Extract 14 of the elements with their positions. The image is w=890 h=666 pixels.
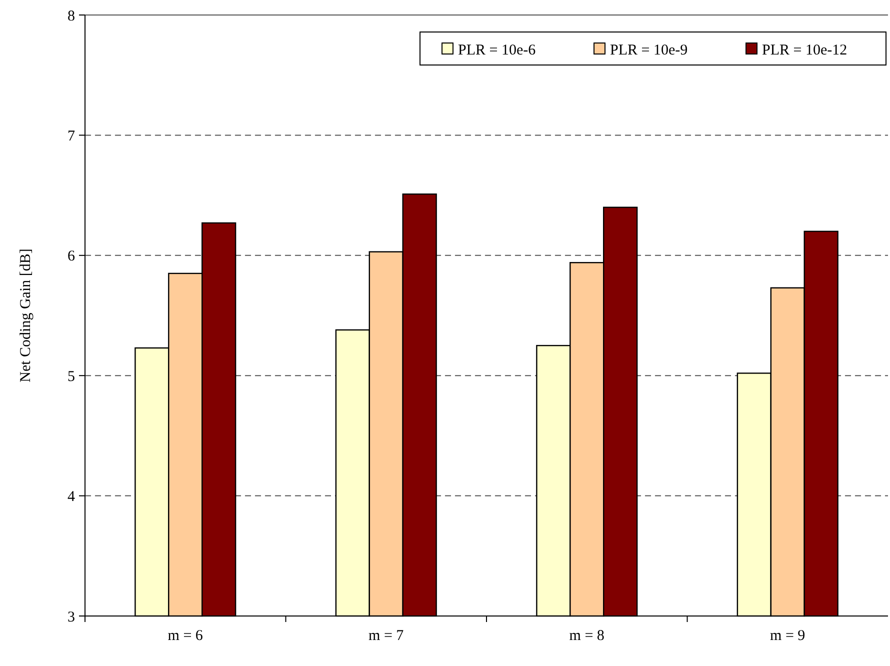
y-tick-label: 6 [68, 248, 76, 265]
x-tick-label: m = 7 [368, 628, 404, 644]
y-axis-title: Net Coding Gain [dB] [18, 248, 34, 382]
y-tick-label: 4 [68, 489, 76, 506]
legend-label: PLR = 10e-9 [610, 42, 688, 58]
y-tick-label: 3 [68, 609, 75, 626]
x-tick-label: m = 8 [569, 628, 604, 644]
legend-label: PLR = 10e-12 [762, 42, 848, 58]
x-tick-label: m = 6 [168, 628, 204, 644]
y-tick-label: 8 [68, 8, 75, 24]
y-tick-label: 5 [68, 368, 75, 385]
x-tick-label: m = 9 [770, 628, 806, 644]
y-tick-label: 7 [68, 128, 76, 144]
legend-label: PLR = 10e-6 [458, 42, 536, 58]
